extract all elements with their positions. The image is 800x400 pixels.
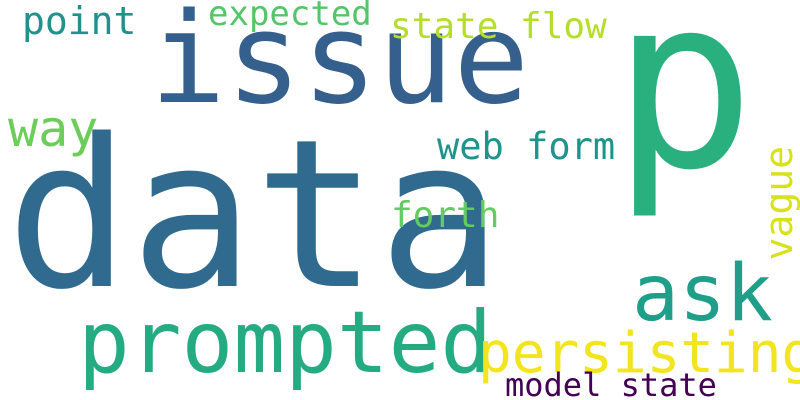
word-p: p [612,0,756,223]
word-vague: vague [757,146,800,261]
word-expected: expected [208,0,372,34]
word-web-form: web form [437,125,616,168]
word-issue: issue [150,0,530,132]
word-model-state: model state [505,366,717,400]
word-prompted: prompted [78,293,493,393]
word-data: data [6,95,503,335]
word-point: point [22,0,137,43]
word-ask: ask [632,249,773,339]
word-persisting: persisting [478,321,800,386]
word-way: way [8,100,99,158]
word-forth: forth [391,195,500,236]
word-state-flow: state flow [390,6,607,47]
